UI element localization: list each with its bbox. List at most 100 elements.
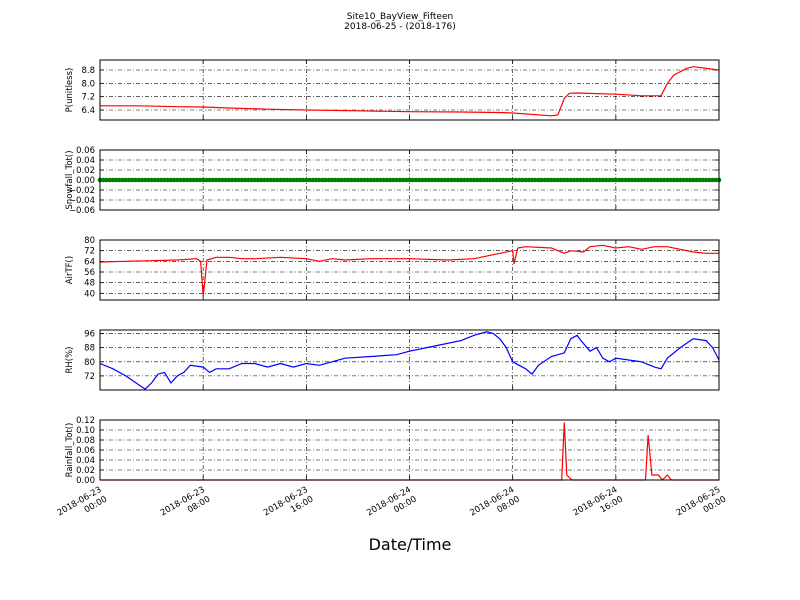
chart-title: Site10_BayView_Fifteen	[347, 12, 453, 22]
series-point	[394, 177, 399, 183]
series-point	[555, 177, 561, 183]
series-point	[661, 177, 667, 183]
y-tick-label: 72	[84, 247, 95, 257]
series-point	[610, 177, 615, 183]
y-tick-label: −0.06	[69, 206, 95, 216]
series-point	[497, 177, 503, 183]
series-point	[526, 177, 532, 183]
series-point	[468, 177, 474, 183]
series-point	[113, 177, 119, 183]
series-point	[297, 177, 303, 183]
series-point	[226, 177, 232, 183]
series-point	[326, 177, 332, 183]
y-tick-label: 0.00	[76, 476, 95, 486]
series-point	[304, 177, 309, 183]
series-point	[455, 177, 461, 183]
y-tick-label: 7.2	[81, 93, 95, 103]
series-point	[536, 177, 541, 183]
series-point	[117, 177, 122, 183]
series-point	[146, 177, 151, 183]
series-point	[571, 177, 577, 183]
series-point	[333, 177, 338, 183]
series-point	[268, 177, 274, 183]
y-tick-label: 56	[84, 268, 95, 278]
series-point	[690, 177, 696, 183]
series-point	[120, 177, 125, 183]
series-point	[104, 177, 109, 183]
series-point	[258, 177, 264, 183]
series-point	[681, 177, 686, 183]
series-point	[378, 177, 383, 183]
series-line	[99, 331, 720, 390]
series-point	[584, 177, 590, 183]
series-point	[375, 177, 380, 183]
plot-frame	[99, 419, 720, 481]
series-point	[262, 177, 267, 183]
series-point	[597, 177, 602, 183]
series-point	[645, 177, 651, 183]
series-point	[545, 177, 551, 183]
series-point	[562, 177, 567, 183]
series-point	[713, 177, 719, 183]
series-point	[665, 177, 670, 183]
series-point	[207, 177, 212, 183]
series-point	[181, 177, 187, 183]
series-point	[478, 177, 483, 183]
series-point	[700, 177, 706, 183]
series-point	[265, 177, 270, 183]
series-point	[674, 177, 680, 183]
series-point	[365, 177, 370, 183]
series-point	[532, 177, 538, 183]
y-tick-label: −0.02	[69, 186, 95, 196]
series-point	[626, 177, 631, 183]
series-point	[694, 177, 699, 183]
series-point	[445, 177, 451, 183]
panel-1: 6.4 7.2 8.0 8.8 P(unitless)	[65, 59, 720, 121]
series-point	[442, 177, 448, 183]
y-tick-label: 72	[84, 372, 95, 382]
y-axis-label: Rainfall_Tot()	[65, 423, 75, 478]
series-point	[197, 177, 203, 183]
series-point	[487, 177, 493, 183]
series-point	[613, 177, 619, 183]
series-point	[358, 177, 364, 183]
series-point	[552, 177, 557, 183]
series-point	[649, 177, 654, 183]
series-point	[529, 177, 535, 183]
series-point	[323, 177, 329, 183]
series-point	[126, 177, 132, 183]
series-point	[345, 177, 351, 183]
series-point	[668, 177, 673, 183]
series-point	[287, 177, 293, 183]
series-point	[539, 177, 544, 183]
series-point	[217, 177, 222, 183]
series-point	[204, 177, 209, 183]
series-point	[368, 177, 374, 183]
series-point	[284, 177, 290, 183]
series-point	[636, 177, 641, 183]
series-point	[387, 177, 393, 183]
series-point	[678, 177, 683, 183]
series-point	[136, 177, 141, 183]
series-point	[255, 177, 261, 183]
y-tick-label: 0.08	[76, 436, 95, 446]
series-point	[416, 177, 422, 183]
series-point	[520, 177, 525, 183]
series-point	[223, 177, 228, 183]
series-point	[458, 177, 464, 183]
series-point	[242, 177, 248, 183]
series-point	[355, 177, 361, 183]
series-point	[687, 177, 693, 183]
series-point	[107, 177, 112, 183]
series-point	[710, 177, 715, 183]
series-point	[191, 177, 196, 183]
series-point	[310, 177, 316, 183]
series-point	[404, 177, 409, 183]
series-point	[413, 177, 419, 183]
series-point	[507, 177, 512, 183]
series-point	[632, 177, 638, 183]
series-point	[316, 177, 322, 183]
series-point	[429, 177, 435, 183]
